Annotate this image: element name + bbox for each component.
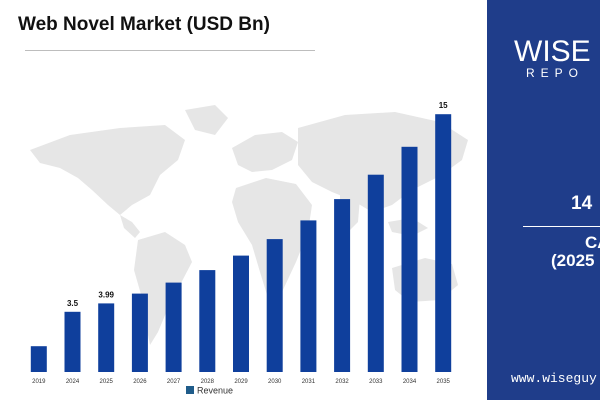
bar-2027: [165, 282, 182, 372]
legend: Revenue: [186, 386, 233, 396]
bar-2024: [64, 311, 81, 372]
x-tick-2032: 2032: [335, 379, 349, 385]
bar-2035: [435, 114, 452, 372]
x-tick-2025: 2025: [100, 379, 114, 385]
bar-2026: [131, 293, 148, 372]
data-label-2025: 3.99: [98, 290, 114, 299]
bar-2034: [401, 146, 418, 372]
chart-title: Web Novel Market (USD Bn): [18, 14, 270, 35]
legend-label-revenue: Revenue: [197, 386, 233, 396]
data-labels: 3.5 3.99 15: [67, 101, 448, 308]
x-tick-2030: 2030: [268, 379, 282, 385]
bar-2025: [98, 303, 115, 372]
brand-logo-text: WISE G: [514, 35, 600, 68]
legend-swatch-revenue: [186, 386, 194, 394]
x-tick-2019: 2019: [32, 379, 46, 385]
bar-2031: [300, 220, 317, 372]
x-tick-2026: 2026: [133, 379, 147, 385]
bar-2032: [334, 199, 351, 372]
bar-2030: [266, 239, 283, 372]
x-tick-2029: 2029: [234, 379, 248, 385]
brand-logo-subtext: REPO: [526, 66, 585, 80]
data-label-2024: 3.5: [67, 299, 79, 308]
bar-2033: [367, 174, 384, 372]
data-label-2035: 15: [439, 101, 448, 110]
title-divider: [25, 50, 315, 51]
x-tick-2028: 2028: [201, 379, 215, 385]
website-url[interactable]: www.wiseguy: [511, 371, 597, 386]
bar-2029: [233, 255, 249, 372]
x-tick-2027: 2027: [167, 379, 181, 385]
bar-2019: [30, 346, 47, 372]
bar-series-revenue: [30, 114, 452, 372]
stat-label: CA: [585, 233, 600, 252]
stat-divider: [523, 226, 600, 227]
stat-value: 14: [571, 193, 593, 214]
bar-2028: [199, 270, 216, 372]
x-axis-tick-labels: 2019 2024 2025 2026 2027 2028 2029 2030 2031 2032…: [32, 379, 450, 385]
x-tick-2034: 2034: [403, 379, 417, 385]
x-tick-2031: 2031: [302, 379, 316, 385]
x-tick-2024: 2024: [66, 379, 80, 385]
stat-period: (2025: [551, 251, 595, 270]
world-map-background: [30, 105, 468, 345]
brand-sidebar: WISE G REPO 14 CA (2025 www.wiseguy: [487, 0, 600, 400]
x-tick-2035: 2035: [437, 379, 451, 385]
x-tick-2033: 2033: [369, 379, 383, 385]
